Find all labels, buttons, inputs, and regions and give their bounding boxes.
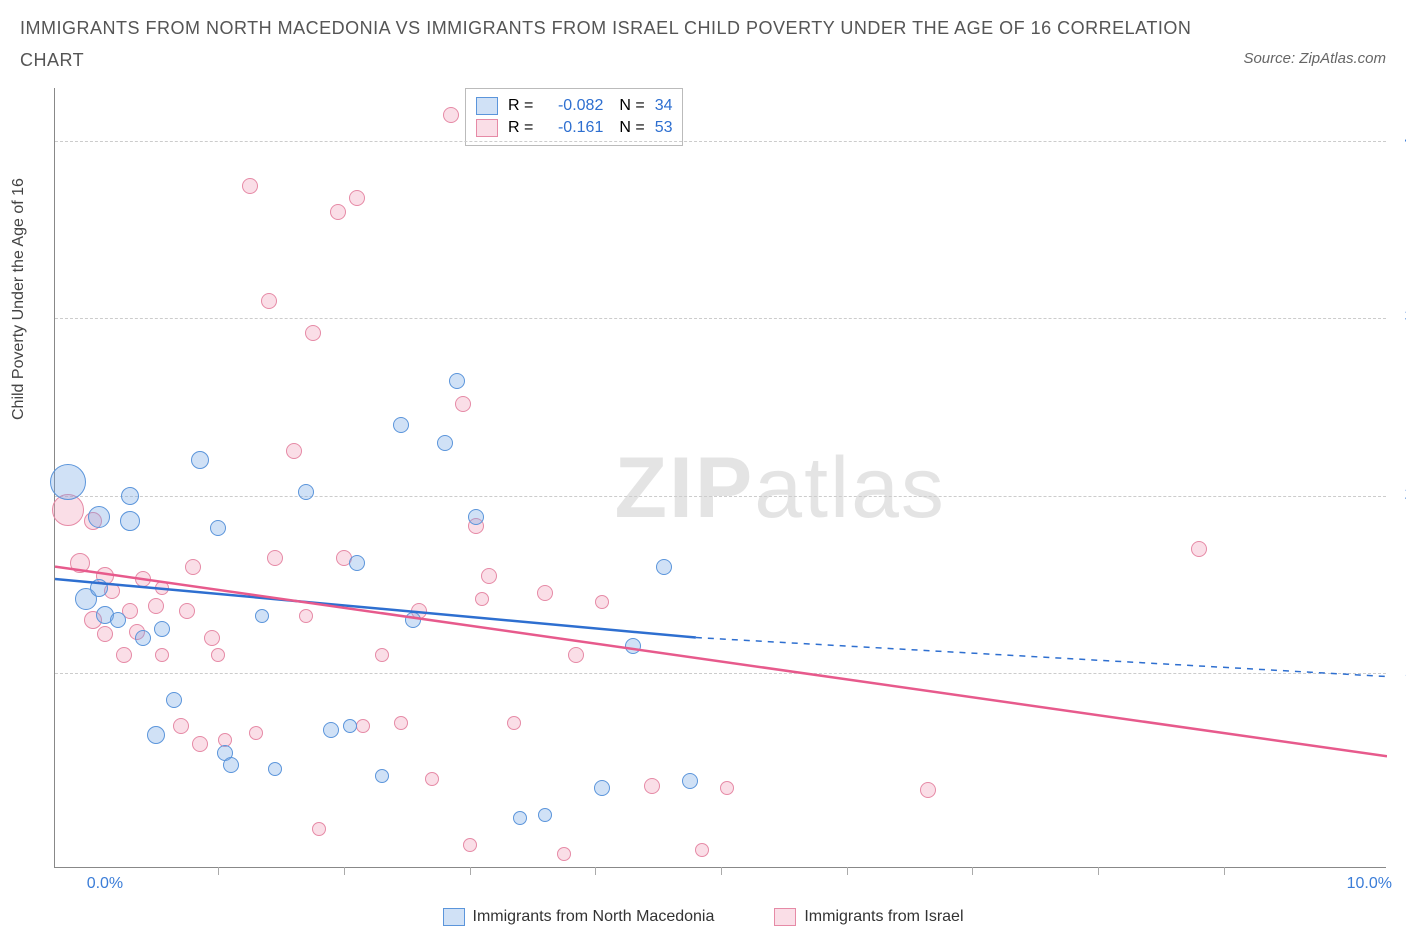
y-axis-label: Child Poverty Under the Age of 16: [10, 178, 28, 420]
x-minor-tick: [470, 867, 471, 875]
chart-title-line2: CHART: [20, 50, 84, 71]
scatter-chart: ZIPatlas R = -0.082 N = 34 R = -0.161 N …: [54, 88, 1386, 868]
x-minor-tick: [1098, 867, 1099, 875]
x-minor-tick: [847, 867, 848, 875]
legend-swatch-2: [774, 908, 796, 926]
legend-swatch-1: [443, 908, 465, 926]
series-legend: Immigrants from North Macedonia Immigran…: [0, 908, 1406, 926]
series-name-1: Immigrants from North Macedonia: [473, 908, 715, 926]
x-minor-tick: [972, 867, 973, 875]
x-minor-tick: [595, 867, 596, 875]
series-name-2: Immigrants from Israel: [804, 908, 963, 926]
x-tick-label: 10.0%: [1347, 875, 1392, 893]
chart-title-line1: IMMIGRANTS FROM NORTH MACEDONIA VS IMMIG…: [20, 18, 1191, 39]
x-tick-label: 0.0%: [87, 875, 123, 893]
trend-lines: [55, 88, 1387, 868]
source-attribution: Source: ZipAtlas.com: [1243, 50, 1386, 67]
x-minor-tick: [1224, 867, 1225, 875]
x-minor-tick: [218, 867, 219, 875]
x-minor-tick: [721, 867, 722, 875]
legend-item-1: Immigrants from North Macedonia: [443, 908, 715, 926]
x-minor-tick: [344, 867, 345, 875]
legend-item-2: Immigrants from Israel: [774, 908, 963, 926]
